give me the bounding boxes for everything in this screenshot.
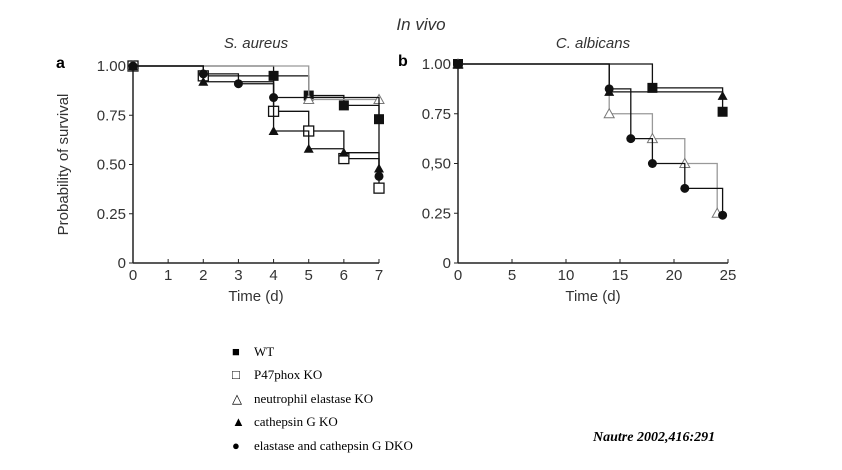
y-tick-label: 1.00 — [422, 56, 451, 73]
data-point-filled-triangle — [303, 143, 314, 153]
x-tick-label: 0 — [129, 267, 137, 284]
x-tick-label: 7 — [375, 267, 383, 284]
survival-line — [458, 63, 724, 112]
legend-item-ne: △ neutrophil elastase KO — [232, 390, 374, 406]
data-point-filled-circle — [626, 134, 636, 144]
data-point-filled-circle — [680, 183, 690, 193]
y-tick-label: 0 — [443, 255, 451, 272]
y-tick-label: 0 — [118, 255, 126, 272]
data-point-filled-circle — [647, 159, 657, 168]
data-point-filled-square — [717, 106, 728, 117]
y-tick-label: 0.75 — [97, 107, 126, 124]
legend-item-p47phox: □ P47phox KO — [232, 367, 323, 383]
y-tick-label: 0.75 — [422, 106, 451, 123]
survival-line — [458, 63, 724, 216]
panel-letter: b — [398, 53, 408, 70]
data-point-filled-triangle — [338, 147, 349, 157]
survival-line — [133, 65, 380, 120]
x-tick-label: 4 — [269, 267, 277, 284]
x-axis-label: Time (d) — [228, 288, 283, 305]
open-square-icon: □ — [232, 367, 240, 383]
data-point-filled-circle — [453, 59, 463, 69]
data-point-filled-triangle — [198, 76, 209, 86]
y-tick-label: 0.25 — [97, 206, 126, 223]
legend-item-catg: ▲ cathepsin G KO — [232, 414, 338, 430]
data-point-filled-square — [338, 100, 349, 111]
data-point-open-triangle — [603, 107, 616, 119]
x-tick-label: 1 — [164, 267, 172, 284]
y-tick-label: 0.25 — [422, 205, 451, 222]
survival-line — [458, 63, 724, 96]
data-point-filled-circle — [198, 69, 208, 79]
data-point-open-square — [373, 182, 385, 194]
x-tick-label: 2 — [199, 267, 207, 284]
y-tick-label: 1.00 — [97, 58, 126, 75]
legend: ■ WT □ P47phox KO △ neutrophil elastase KO … — [232, 340, 413, 458]
data-point-filled-square — [647, 82, 658, 93]
x-tick-label: 25 — [720, 267, 737, 284]
data-point-filled-circle — [233, 79, 243, 89]
legend-item-dko: ● elastase and cathepsin G DKO — [232, 437, 413, 453]
citation: Nautre 2002,416:291 — [593, 430, 716, 445]
data-point-filled-triangle — [268, 126, 279, 136]
open-triangle-icon: △ — [232, 390, 242, 406]
filled-circle-icon: ● — [232, 437, 240, 453]
figure-title: In vivo — [396, 15, 445, 34]
data-point-open-triangle — [302, 93, 315, 104]
survival-line — [458, 63, 718, 214]
x-axis-label: Time (d) — [565, 288, 620, 305]
data-point-filled-circle — [128, 61, 138, 71]
y-tick-label: 0.50 — [97, 157, 126, 174]
filled-triangle-icon: ▲ — [232, 414, 245, 430]
data-point-filled-circle — [269, 93, 279, 103]
data-point-filled-circle — [718, 210, 728, 220]
x-tick-label: 0 — [454, 267, 462, 284]
panel-title: S. aureus — [224, 35, 289, 52]
survival-line — [133, 65, 379, 101]
data-point-filled-circle — [374, 171, 384, 181]
y-tick-label: 0,50 — [422, 156, 451, 173]
legend-item-wt: ■ WT — [232, 343, 275, 359]
filled-square-icon: ■ — [232, 343, 240, 359]
x-tick-label: 6 — [340, 267, 348, 284]
panel-letter: a — [56, 55, 65, 72]
x-tick-label: 15 — [612, 267, 629, 284]
data-point-filled-circle — [604, 84, 614, 94]
x-tick-label: 20 — [666, 267, 683, 284]
x-tick-label: 5 — [508, 267, 516, 284]
panel-title: C. albicans — [556, 35, 631, 52]
data-point-filled-triangle — [717, 90, 728, 100]
x-tick-label: 10 — [558, 267, 575, 284]
x-tick-label: 3 — [234, 267, 242, 284]
x-tick-label: 5 — [305, 267, 313, 284]
y-axis-label: Probability of survival — [55, 94, 72, 236]
